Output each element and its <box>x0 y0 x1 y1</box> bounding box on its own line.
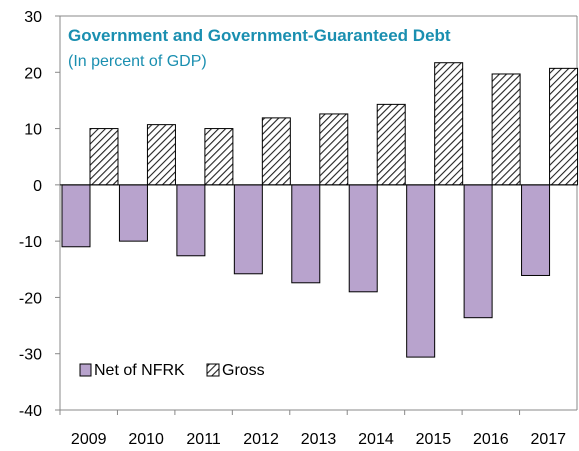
x-tick-label: 2017 <box>530 431 566 448</box>
y-tick-label: -30 <box>19 347 42 364</box>
bars-group <box>61 62 579 358</box>
bar-gross-2009 <box>89 128 119 186</box>
x-tick-label: 2015 <box>416 431 452 448</box>
bar-net-2012 <box>233 184 263 275</box>
bar-gross-2016 <box>491 73 521 186</box>
bar-net-2014 <box>348 184 378 293</box>
x-tick-label: 2014 <box>358 431 394 448</box>
bar-gross-2014 <box>376 103 406 186</box>
bar-gross-2011 <box>204 128 234 186</box>
x-tick-label: 2009 <box>71 431 107 448</box>
chart-title: Government and Government-Guaranteed Deb… <box>68 26 451 45</box>
bar-net-2016 <box>463 184 493 319</box>
bar-net-2011 <box>176 184 206 257</box>
x-tick-label: 2011 <box>186 431 221 448</box>
bar-net-2010 <box>118 184 148 242</box>
legend-label-net: Net of NFRK <box>94 362 185 379</box>
y-axis-ticks: 30 20 10 0 -10 -20 -30 -40 <box>19 9 60 420</box>
legend-label-gross: Gross <box>222 362 265 379</box>
x-tick-label: 2013 <box>301 431 337 448</box>
y-tick-label: -10 <box>19 234 42 251</box>
legend-swatch-net <box>79 363 92 377</box>
bar-gross-2010 <box>146 124 176 186</box>
y-tick-label: -40 <box>19 403 42 420</box>
legend-swatch-gross <box>206 363 220 377</box>
bar-gross-2015 <box>434 62 464 186</box>
chart-subtitle: (In percent of GDP) <box>68 53 207 70</box>
x-tick-label: 2010 <box>128 431 164 448</box>
bar-gross-2017 <box>549 67 579 186</box>
x-tick-label: 2012 <box>243 431 279 448</box>
y-tick-label: 30 <box>24 9 42 26</box>
bar-net-2017 <box>521 184 551 276</box>
y-tick-label: 0 <box>33 178 42 195</box>
bar-gross-2012 <box>261 117 291 186</box>
bar-net-2009 <box>61 184 91 248</box>
bar-net-2013 <box>291 184 321 284</box>
x-tick-label: 2016 <box>473 431 509 448</box>
legend: Net of NFRK Gross <box>79 362 265 379</box>
x-axis-ticks: 2009 2010 2011 2012 2013 2014 2015 2016 2017 <box>59 410 566 448</box>
bar-net-2015 <box>406 184 436 358</box>
y-tick-label: 10 <box>24 122 42 139</box>
y-tick-label: 20 <box>24 65 42 82</box>
y-tick-label: -20 <box>19 290 42 307</box>
bar-gross-2013 <box>319 113 349 186</box>
